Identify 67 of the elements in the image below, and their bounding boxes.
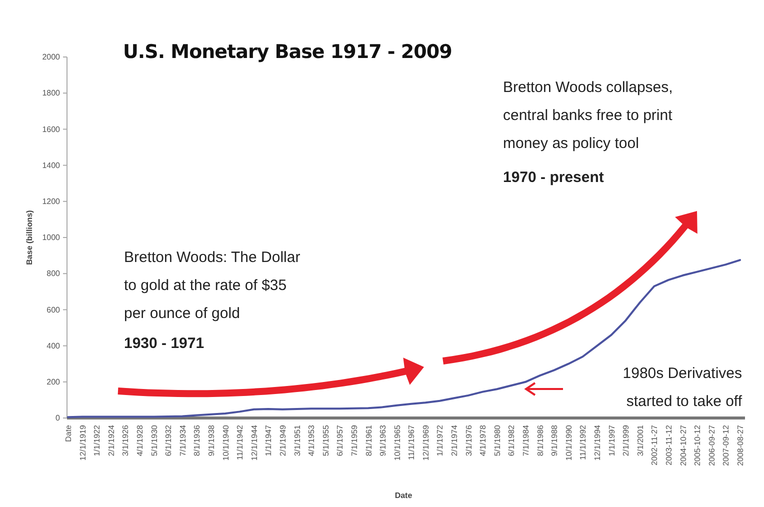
x-tick-label: 2008-08-27 [736, 424, 745, 466]
annotation: 1980s Derivatives started to take off [622, 365, 743, 410]
x-tick-label: 2007-09-12 [722, 424, 731, 466]
y-tick-label: 1800 [42, 88, 61, 98]
x-tick-label: 9/1/1938 [206, 424, 216, 456]
x-tick-label: 2/1/1999 [622, 424, 631, 456]
x-tick-label: 12/1/1919 [78, 424, 88, 461]
x-tick-label: 6/1/1982 [507, 424, 516, 456]
x-tick-label: 6/1/1957 [336, 424, 345, 456]
x-tick-label: 2/1/1924 [106, 424, 116, 456]
x-tick-label: 4/1/1978 [478, 424, 488, 456]
x-tick-label: 5/1/1980 [492, 424, 502, 456]
x-tick-label: 1/1/1997 [607, 424, 616, 456]
y-tick-label: 1000 [42, 233, 61, 242]
x-tick-label: 1/1/1922 [92, 424, 102, 456]
y-tick-label: 1200 [42, 196, 61, 206]
x-tick-label: 12/1/1944 [250, 424, 259, 461]
x-tick-label: 5/1/1955 [321, 424, 330, 456]
annotation: Bretton Woods collapses, central banks free to print money as policy tool [503, 79, 674, 152]
annotation: 1930 - 1971 [124, 335, 204, 352]
x-tick-label: 1/1/1972 [436, 424, 445, 456]
x-tick-label: 7/1/1934 [178, 424, 188, 456]
x-tick-label: 8/1/1986 [536, 424, 545, 456]
x-tick-label: 2005-10-12 [693, 424, 702, 466]
x-tick-label: 3/1/1976 [464, 424, 474, 456]
x-tick-label: 1/1/1947 [264, 424, 274, 456]
x-tick-label: 5/1/1930 [150, 424, 159, 456]
x-tick-label: 9/1/1963 [378, 424, 388, 456]
y-tick-label: 200 [46, 377, 61, 386]
x-tick-label: 8/1/1961 [364, 424, 374, 456]
y-tick-label: 0 [56, 414, 61, 423]
x-tick-label: 12/1/1969 [421, 424, 430, 461]
y-tick-label: 1400 [42, 160, 61, 170]
x-tick-label: 11/1/1967 [407, 424, 416, 460]
x-tick-label: 2/1/1974 [450, 424, 460, 456]
x-tick-label: 7/1/1959 [350, 424, 359, 456]
x-tick-label: 3/1/1926 [121, 424, 130, 456]
x-tick-label: 11/1/1992 [578, 424, 588, 460]
y-axis-title: Base (billions) [25, 210, 34, 265]
x-tick-label: 6/1/1932 [164, 424, 174, 456]
x-tick-label: 8/1/1936 [192, 424, 202, 456]
x-tick-label: 9/1/1988 [550, 424, 560, 456]
x-tick-label: Date [64, 424, 73, 442]
x-tick-label: 10/1/1990 [564, 424, 574, 461]
annotation: Bretton Woods: The Dollar to gold at the rate of $35 per ounce of gold [124, 249, 300, 322]
x-tick-label: 3/1/1951 [292, 424, 302, 456]
x-tick-label: 2004-10-27 [678, 424, 688, 466]
x-tick-label: 3/1/2001 [636, 424, 645, 456]
x-tick-label: 2003-11-12 [664, 424, 674, 466]
y-tick-label: 800 [46, 269, 61, 278]
x-tick-label: 10/1/1965 [392, 424, 402, 461]
x-tick-label: 7/1/1984 [522, 424, 531, 456]
y-tick-label: 2000 [42, 52, 61, 62]
x-tick-label: 2006-09-27 [707, 424, 716, 466]
x-tick-label: 4/1/1953 [307, 424, 316, 456]
chart-title: U.S. Monetary Base 1917 - 2009 [123, 41, 452, 63]
y-tick-label: 400 [46, 341, 61, 350]
x-tick-label: 11/1/1942 [236, 424, 245, 460]
x-axis-title: Date [394, 491, 413, 500]
x-tick-label: 2/1/1949 [278, 424, 288, 456]
y-tick-label: 600 [46, 305, 61, 314]
annotation: 1970 - present [503, 169, 604, 186]
x-tick-label: 12/1/1994 [593, 424, 602, 461]
y-tick-label: 1600 [42, 124, 61, 134]
x-tick-label: 10/1/1940 [221, 424, 230, 461]
x-tick-label: 2002-11-27 [650, 424, 660, 466]
x-tick-label: 4/1/1928 [135, 424, 144, 456]
